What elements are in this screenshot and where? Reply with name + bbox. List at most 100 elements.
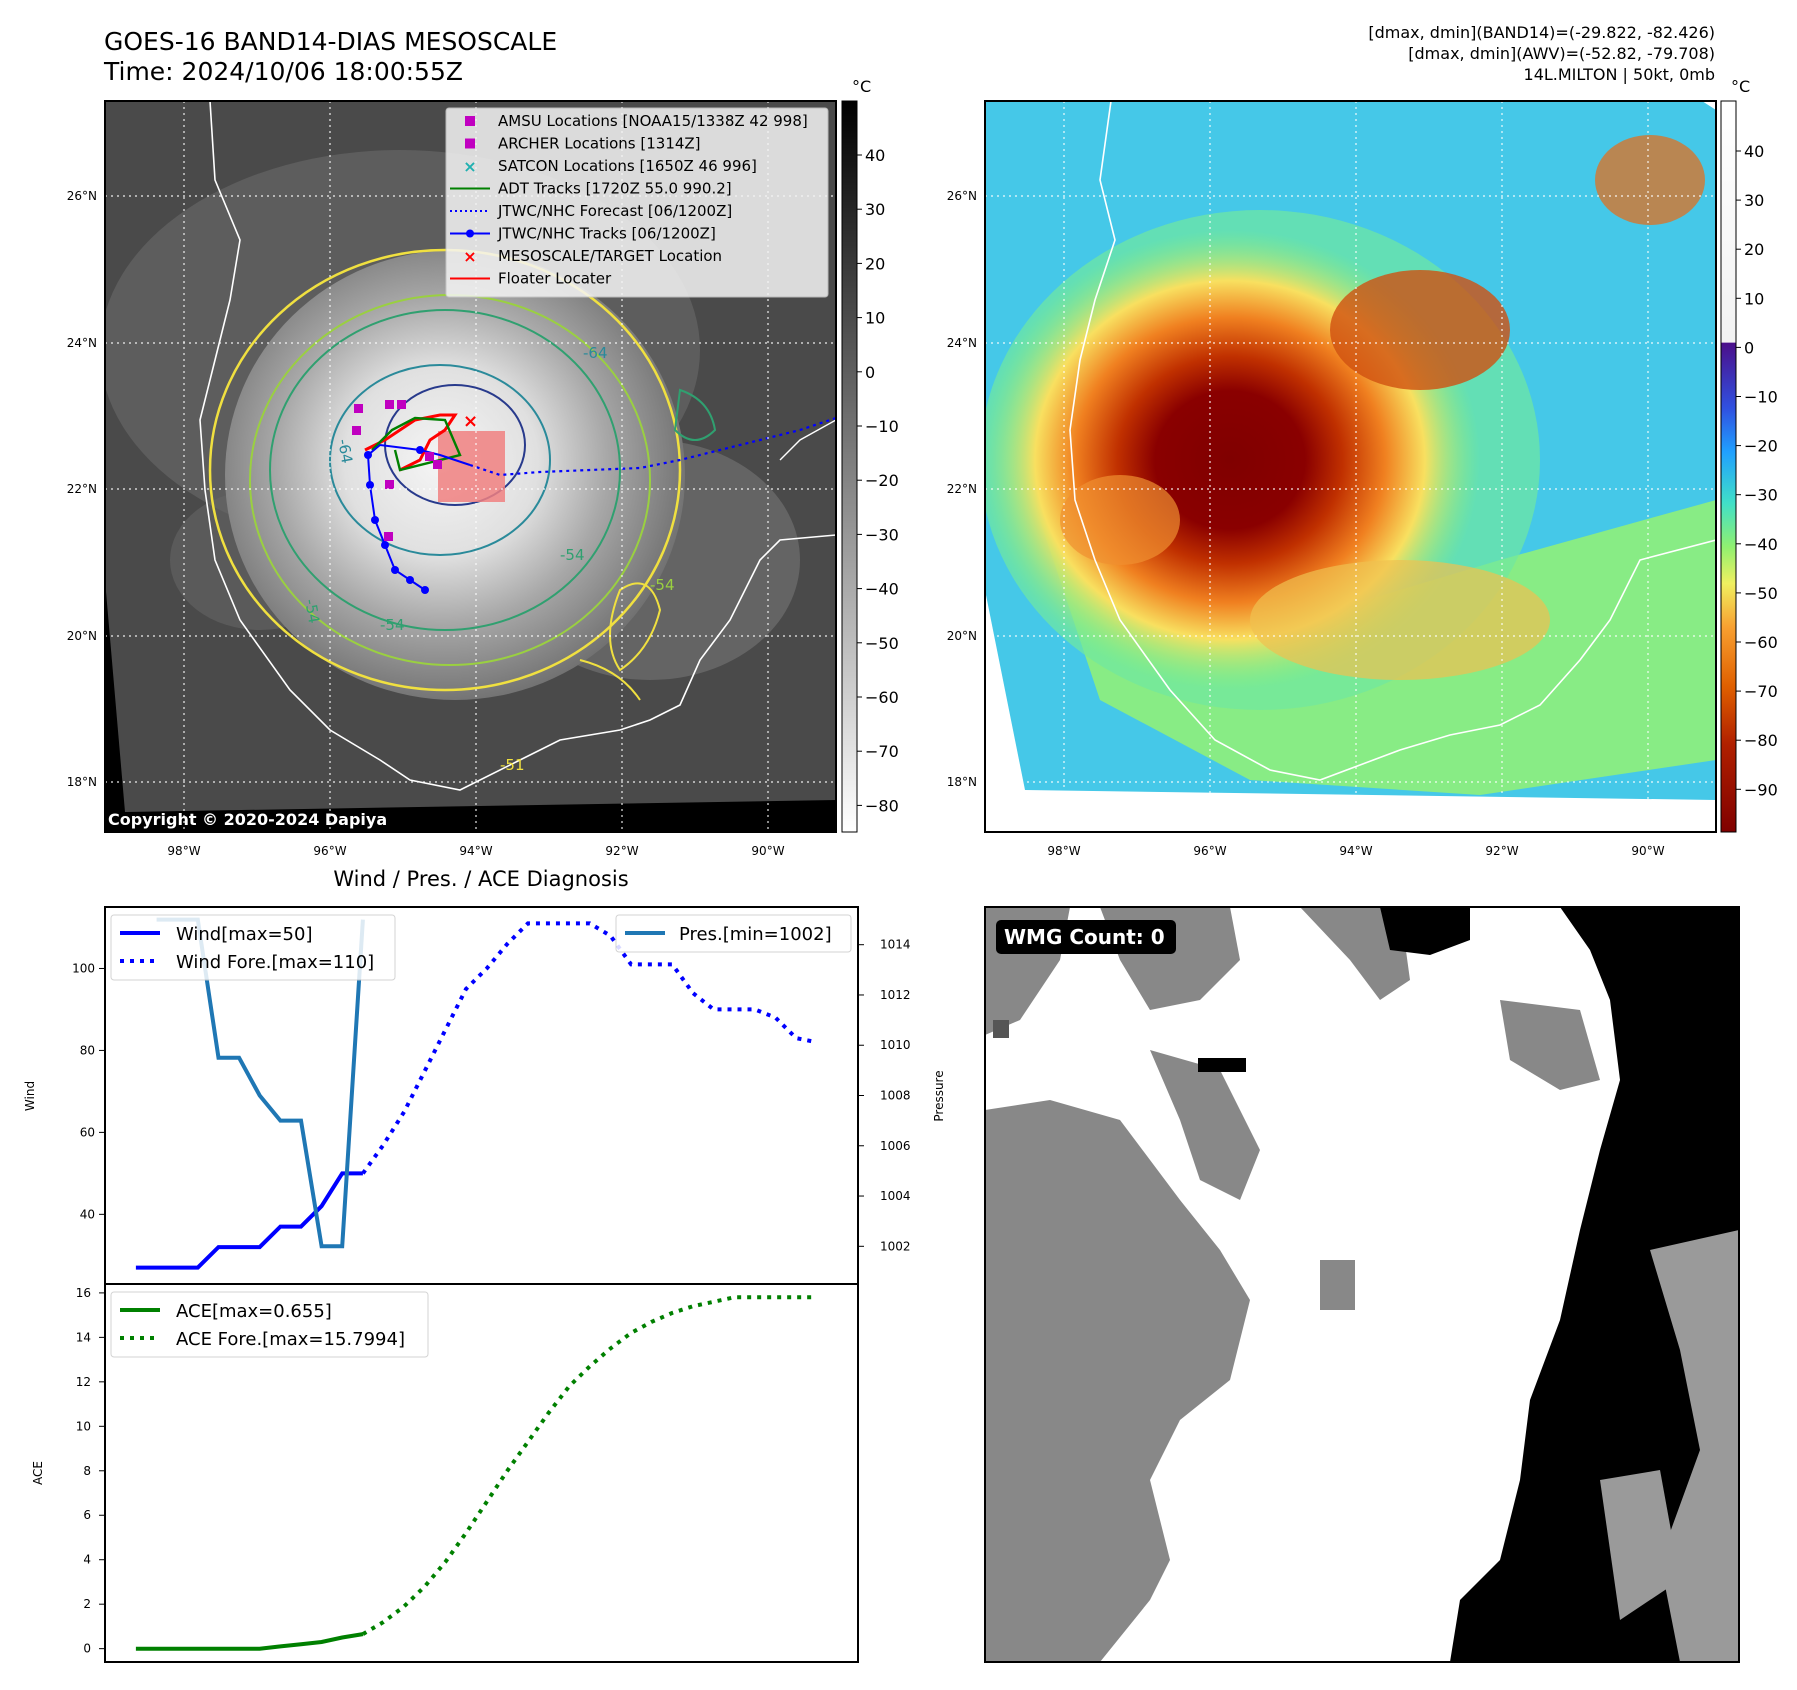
wmg-badge [996,920,1176,954]
map-frame [104,100,837,833]
lat-label: 22°N [67,482,97,496]
colorbar-tick-label: 30 [1744,191,1764,210]
colorbar-tick-label: 0 [865,363,875,382]
ir-map-panel: × -64 -64 -54 -54 -54 -54 -51 Copyright … [67,100,837,858]
colorbar-tick-label: −10 [1744,388,1778,407]
lon-label: 98°W [167,844,200,858]
legend-swatch: × [463,247,476,266]
lon-label: 92°W [605,844,638,858]
pressure-tick-label: 1014 [880,938,911,952]
ace-tick-label: 2 [83,1597,91,1611]
lat-label: 18°N [67,775,97,789]
colorbar-tick-label: −40 [1744,535,1778,554]
ace-tick-label: 4 [83,1553,91,1567]
colorbar-tick-label: −90 [1744,780,1778,799]
colorbar-tick-label: 20 [865,254,885,273]
legend-label: JTWC/NHC Forecast [06/1200Z] [497,202,732,220]
contour-teal [269,309,621,631]
colorbar-tick-label: −10 [865,417,899,436]
stats-band14: [dmax, dmin](BAND14)=(-29.822, -82.426) [1368,23,1715,42]
contour-label: -54 [650,576,675,594]
colorbar-tick-label: −70 [1744,682,1778,701]
colorbar-tick-label: 0 [1744,338,1754,357]
wind-line [135,1171,363,1270]
lon-label: 90°W [751,844,784,858]
colorbar-tick-label: 10 [865,309,885,328]
color-ir-map-panel: 98°W 96°W 94°W 92°W 90°W 26°N 24°N 22°N … [947,100,1717,858]
colorbar-tick-label: 40 [1744,142,1764,161]
stats-storm: 14L.MILTON | 50kt, 0mb [1524,65,1715,84]
ace-legend: ACE[max=0.655] ACE Fore.[max=15.7994] [110,1291,429,1358]
wind-ylabel: Wind [23,1081,37,1111]
coastline [199,101,836,791]
legend-label-pressure: Pres.[min=1002] [679,924,832,945]
map-lat-labels: 26°N 24°N 22°N 20°N 18°N [67,189,97,789]
colorbar-tick-label: −60 [1744,633,1778,652]
pressure-tick-label: 1012 [880,988,911,1002]
map-frame-right [984,100,1717,833]
figure-time: Time: 2024/10/06 18:00:55Z [103,57,463,86]
legend-label: SATCON Locations [1650Z 46 996] [498,157,757,175]
lat-label: 24°N [947,336,977,350]
colorbar-tick-label: −30 [865,525,899,544]
lat-label: 26°N [947,189,977,203]
pressure-tick-label: 1006 [880,1139,911,1153]
pressure-ylabel: Pressure [932,1070,946,1121]
ace-tick-label: 8 [83,1464,91,1478]
map-legend: AMSU Locations [NOAA15/1338Z 42 998] ARCH… [445,107,829,298]
contour-label: -64 [583,344,608,362]
ace-tick-label: 12 [76,1375,91,1389]
wind-forecast-line [361,921,818,1175]
colorbar-unit: °C [1731,77,1750,96]
contour-label: -54 [380,616,405,634]
legend-label: ADT Tracks [1720Z 55.0 990.2] [498,180,732,198]
lat-label: 20°N [947,629,977,643]
contour-cyan [329,364,551,556]
legend-label: AMSU Locations [NOAA15/1338Z 42 998] [498,112,808,130]
wind-tick-label: 80 [80,1043,95,1057]
wmg-count: WMG Count: 0 [1004,925,1165,949]
contour-label: -54 [301,598,323,625]
ace-forecast-line [361,1295,817,1636]
wind-tick-label: 40 [80,1207,95,1221]
stats-awv: [dmax, dmin](AWV)=(-52.82, -79.708) [1408,44,1715,63]
contour-label: -51 [500,756,525,774]
legend-label: Floater Locater [498,270,612,288]
colorbar-tick-label: −60 [865,688,899,707]
wind-tick-label: 100 [72,961,95,975]
legend-swatch: × [463,157,476,176]
colorbar-tick-label: −70 [865,742,899,761]
legend-label: JTWC/NHC Tracks [06/1200Z] [497,225,716,243]
figure-title: GOES-16 BAND14-DIAS MESOSCALE [104,27,557,56]
legend-label-ace-forecast: ACE Fore.[max=15.7994] [176,1329,405,1350]
lat-label: 18°N [947,775,977,789]
contour-label: -64 [334,438,356,465]
lon-label: 98°W [1047,844,1080,858]
ace-tick-label: 0 [83,1642,91,1656]
contour-yellow [208,248,682,692]
copyright-text: Copyright © 2020-2024 Dapiya [108,810,387,829]
ace-tick-label: 6 [83,1508,91,1522]
target-marker: × [463,411,478,432]
pressure-tick-label: 1010 [880,1038,911,1052]
map-lon-labels-right: 98°W 96°W 94°W 92°W 90°W [1047,844,1664,858]
wmg-panel: WMG Count: 0 [984,906,1740,1663]
legend-swatch-dot [466,229,474,238]
lat-label: 26°N [67,189,97,203]
lon-label: 94°W [1339,844,1372,858]
jtwc-forecast [469,416,836,477]
legend-label-wind: Wind[max=50] [176,924,313,945]
colorbar-tick-label: −80 [1744,731,1778,750]
pressure-legend: Pres.[min=1002] [615,914,852,953]
ace-tick-label: 16 [76,1286,91,1300]
colorbar-unit: °C [852,77,871,96]
ace-plot: ACE 0 2 4 6 8 10 12 14 16 ACE[max=0.655] ACE For… [31,1283,859,1663]
colorbar-color: °C 40 30 20 10 0 −10 −20 −30 −40 −50 −60 −70 −80 −90 [1720,77,1778,833]
legend-label: MESOSCALE/TARGET Location [498,247,722,265]
legend-swatch [465,116,475,126]
lat-label: 20°N [67,629,97,643]
colorbar-tick-label: −80 [865,796,899,815]
pressure-tick-label: 1008 [880,1089,911,1103]
colorbar-tick-label: 40 [865,146,885,165]
map-lon-labels: 98°W 96°W 94°W 92°W 90°W [167,844,784,858]
